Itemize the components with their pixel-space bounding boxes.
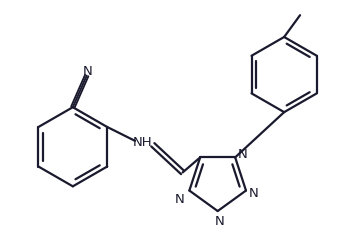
Text: NH: NH	[133, 136, 153, 149]
Text: N: N	[175, 192, 184, 205]
Text: N: N	[238, 147, 248, 160]
Text: N: N	[249, 186, 259, 199]
Text: N: N	[83, 65, 93, 78]
Text: N: N	[215, 215, 224, 228]
